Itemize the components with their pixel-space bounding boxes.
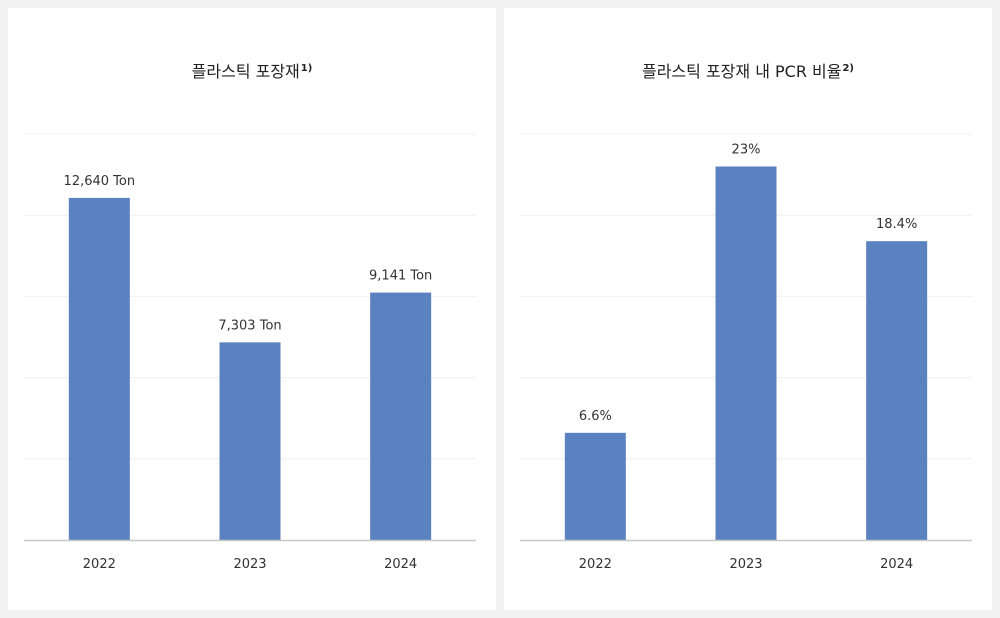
- bar-chart-plastic-packaging: 12,640 Ton 2022 7,303 Ton 2023 9,141 Ton 2024: [24, 133, 476, 572]
- x-tick-label: 2024: [880, 557, 913, 572]
- x-tick-label: 2024: [384, 557, 417, 572]
- x-tick-label: 2023: [729, 557, 762, 572]
- x-tick-label: 2022: [83, 557, 116, 572]
- data-label: 9,141 Ton: [369, 269, 432, 284]
- bar: [68, 197, 130, 541]
- chart-title-text: 플라스틱 포장재: [191, 62, 300, 81]
- data-label: 23%: [732, 142, 761, 157]
- bar: [564, 432, 626, 540]
- bar-chart-pcr-ratio: 6.6% 2022 23% 2023 18.4% 2024: [520, 133, 972, 572]
- chart-title: 플라스틱 포장재 내 PCR 비율2): [504, 58, 992, 82]
- chart-title-footnote: 1): [300, 62, 313, 74]
- data-label: 12,640 Ton: [64, 174, 136, 189]
- chart-title-footnote: 2): [842, 62, 854, 74]
- x-tick-label: 2022: [579, 557, 612, 572]
- x-tick-label: 2023: [233, 557, 266, 572]
- bar: [370, 292, 432, 540]
- data-label: 6.6%: [579, 409, 612, 424]
- chart-panel-plastic-packaging: 플라스틱 포장재1) 12,640 Ton 2022 7,303 Ton 2023 9,…: [8, 8, 496, 610]
- bar: [219, 342, 281, 540]
- chart-title: 플라스틱 포장재1): [8, 58, 496, 82]
- bar: [866, 241, 928, 540]
- chart-panel-pcr-ratio: 플라스틱 포장재 내 PCR 비율2) 6.6% 2022 23% 2023 18.4%…: [504, 8, 992, 610]
- chart-title-text: 플라스틱 포장재 내 PCR 비율: [641, 62, 842, 81]
- bar: [715, 166, 777, 541]
- data-label: 18.4%: [876, 217, 917, 232]
- data-label: 7,303 Ton: [218, 318, 281, 333]
